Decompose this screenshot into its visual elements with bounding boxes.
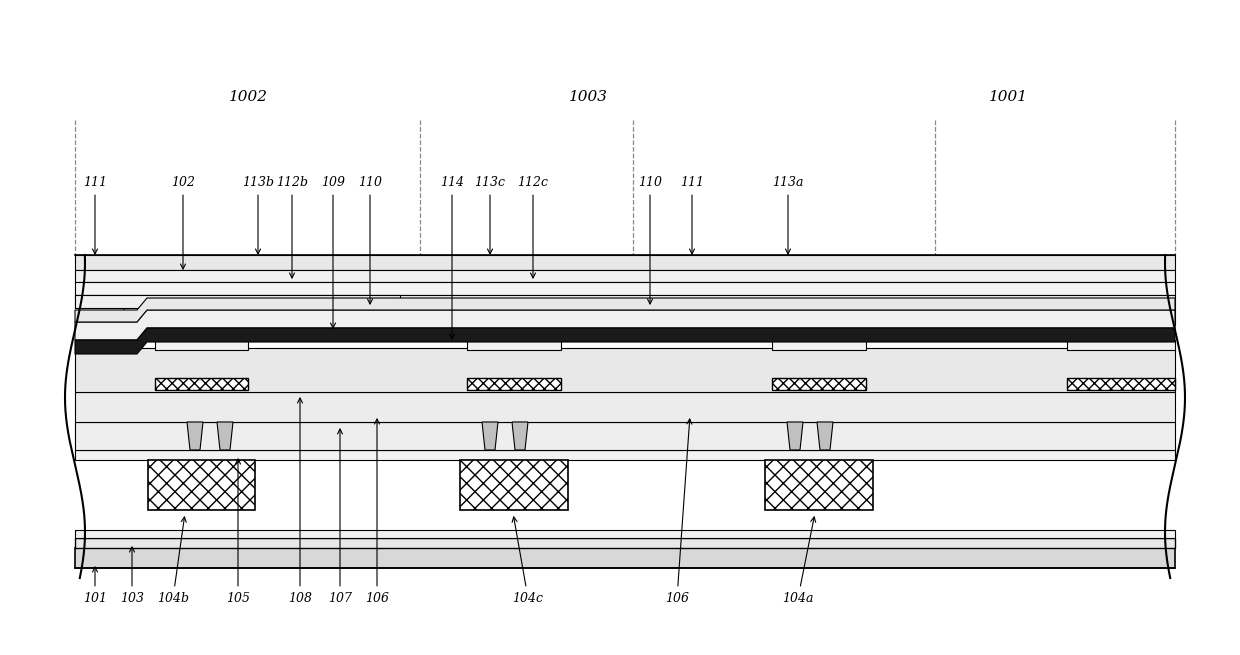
Bar	[74, 270, 1176, 282]
Bar	[467, 340, 560, 350]
Polygon shape	[512, 422, 528, 450]
Bar	[148, 460, 255, 510]
Text: 1001: 1001	[988, 90, 1028, 104]
Polygon shape	[482, 422, 498, 450]
Bar	[74, 422, 1176, 450]
Text: 113a: 113a	[773, 176, 804, 254]
Text: 1002: 1002	[228, 90, 268, 104]
Text: 104c: 104c	[512, 517, 543, 605]
Polygon shape	[117, 308, 286, 325]
Bar	[1066, 340, 1176, 350]
Polygon shape	[1029, 308, 1176, 325]
Text: 106: 106	[365, 419, 389, 605]
Text: 112b: 112b	[277, 176, 308, 278]
Bar	[765, 460, 873, 510]
Bar	[74, 282, 1176, 295]
Text: 109: 109	[321, 176, 345, 328]
Bar	[773, 340, 866, 350]
Bar	[74, 530, 1176, 538]
Text: 104a: 104a	[782, 517, 816, 605]
Text: 108: 108	[288, 398, 312, 605]
Bar	[74, 392, 1176, 422]
Polygon shape	[74, 295, 401, 318]
Polygon shape	[74, 298, 1176, 322]
Bar	[74, 548, 1176, 568]
Text: 107: 107	[329, 429, 352, 605]
Polygon shape	[74, 328, 1176, 354]
Text: 1003: 1003	[568, 90, 608, 104]
Bar	[74, 295, 1176, 308]
Bar	[74, 348, 1176, 392]
Text: 113c: 113c	[475, 176, 506, 254]
Polygon shape	[187, 422, 203, 450]
Bar	[74, 538, 1176, 548]
Polygon shape	[429, 308, 599, 325]
Text: 113b: 113b	[242, 176, 274, 254]
Text: 114: 114	[440, 176, 464, 339]
Text: 103: 103	[120, 547, 144, 605]
Polygon shape	[217, 422, 233, 450]
Bar	[467, 378, 560, 390]
Text: 101: 101	[83, 567, 107, 605]
Text: 111: 111	[680, 176, 704, 254]
Text: 104b: 104b	[157, 517, 188, 605]
Text: 106: 106	[665, 419, 692, 605]
Text: 110: 110	[358, 176, 382, 304]
Bar	[74, 450, 1176, 460]
Bar	[460, 460, 568, 510]
Bar	[155, 340, 248, 350]
Text: 111: 111	[83, 176, 107, 254]
Bar	[155, 378, 248, 390]
Bar	[773, 378, 866, 390]
Text: 110: 110	[639, 176, 662, 304]
Polygon shape	[817, 422, 833, 450]
Bar	[1066, 378, 1176, 390]
Polygon shape	[74, 310, 1176, 340]
Polygon shape	[734, 308, 904, 325]
Text: 105: 105	[226, 459, 250, 605]
Bar	[74, 255, 1176, 270]
Polygon shape	[787, 422, 804, 450]
Text: 102: 102	[171, 176, 195, 269]
Text: 112c: 112c	[517, 176, 548, 278]
